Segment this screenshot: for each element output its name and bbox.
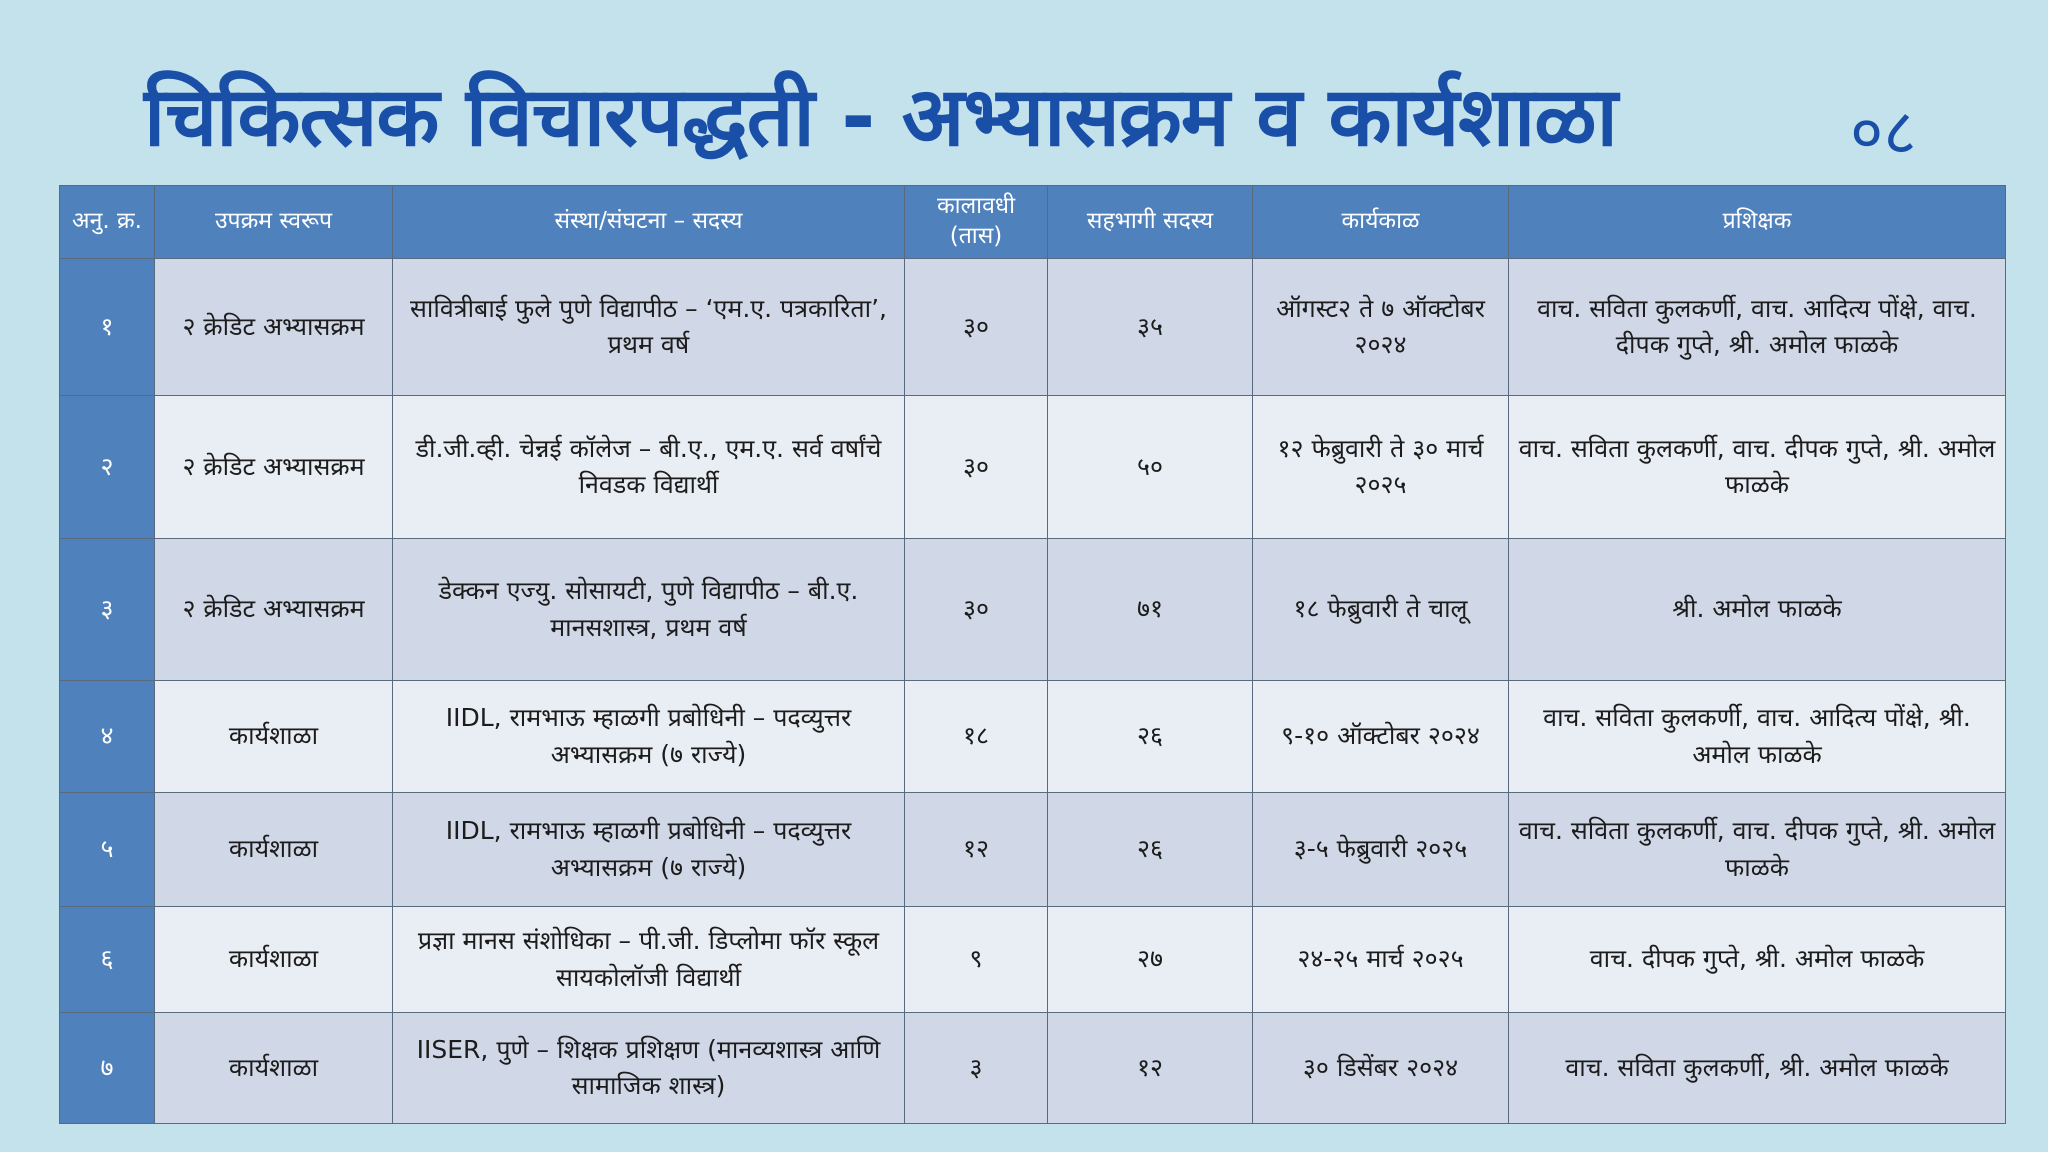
cell-activity-type: कार्यशाळा [154,792,393,907]
header-period: कार्यकाळ [1252,185,1509,259]
slide-title: चिकित्सक विचारपद्धती - अभ्यासक्रम व कार्… [144,70,1618,165]
cell-duration: १८ [904,680,1048,793]
page-number: ०८ [1850,96,1917,170]
cell-institution: प्रज्ञा मानस संशोधिका – पी.जी. डिप्लोमा … [392,906,905,1013]
cell-period: ऑगस्ट२ ते ७ ऑक्टोबर २०२४ [1252,258,1509,396]
cell-period: ३० डिसेंबर २०२४ [1252,1012,1509,1124]
header-participants: सहभागी सदस्य [1047,185,1253,259]
cell-serial: २ [59,395,155,539]
cell-duration: ३० [904,538,1048,681]
cell-trainers: वाच. सविता कुलकर्णी, वाच. आदित्य पोंक्षे… [1508,258,2006,396]
cell-trainers: वाच. सविता कुलकर्णी, वाच. दीपक गुप्ते, श… [1508,792,2006,907]
header-serial: अनु. क्र. [59,185,155,259]
cell-period: १८ फेब्रुवारी ते चालू [1252,538,1509,681]
cell-trainers: श्री. अमोल फाळके [1508,538,2006,681]
cell-duration: ३० [904,395,1048,539]
cell-period: ९-१० ऑक्टोबर २०२४ [1252,680,1509,793]
cell-serial: ३ [59,538,155,681]
cell-participants: २७ [1047,906,1253,1013]
cell-activity-type: कार्यशाळा [154,1012,393,1124]
cell-period: १२ फेब्रुवारी ते ३० मार्च २०२५ [1252,395,1509,539]
cell-serial: ४ [59,680,155,793]
cell-participants: ७१ [1047,538,1253,681]
cell-trainers: वाच. सविता कुलकर्णी, श्री. अमोल फाळके [1508,1012,2006,1124]
cell-participants: २६ [1047,792,1253,907]
programs-table: अनु. क्र. उपक्रम स्वरूप संस्था/संघटना – … [59,185,2006,1124]
cell-participants: ३५ [1047,258,1253,396]
cell-participants: ५० [1047,395,1253,539]
cell-period: ३-५ फेब्रुवारी २०२५ [1252,792,1509,907]
table-header-row: अनु. क्र. उपक्रम स्वरूप संस्था/संघटना – … [59,185,2006,259]
header-duration: कालावधी (तास) [904,185,1048,259]
cell-duration: ३ [904,1012,1048,1124]
cell-institution: डेक्कन एज्यु. सोसायटी, पुणे विद्यापीठ – … [392,538,905,681]
cell-activity-type: २ क्रेडिट अभ्यासक्रम [154,258,393,396]
table-row: ६ कार्यशाळा प्रज्ञा मानस संशोधिका – पी.जी.… [59,906,2006,1013]
table-row: ७ कार्यशाळा IISER, पुणे – शिक्षक प्रशिक्षण… [59,1012,2006,1124]
cell-serial: ५ [59,792,155,907]
cell-activity-type: २ क्रेडिट अभ्यासक्रम [154,395,393,539]
cell-trainers: वाच. दीपक गुप्ते, श्री. अमोल फाळके [1508,906,2006,1013]
header-activity-type: उपक्रम स्वरूप [154,185,393,259]
cell-participants: १२ [1047,1012,1253,1124]
cell-participants: २६ [1047,680,1253,793]
cell-serial: १ [59,258,155,396]
cell-activity-type: २ क्रेडिट अभ्यासक्रम [154,538,393,681]
cell-institution: सावित्रीबाई फुले पुणे विद्यापीठ – ‘एम.ए.… [392,258,905,396]
header-institution: संस्था/संघटना – सदस्य [392,185,905,259]
cell-serial: ७ [59,1012,155,1124]
cell-institution: IIDL, रामभाऊ म्हाळगी प्रबोधिनी – पदव्युत… [392,680,905,793]
cell-institution: IISER, पुणे – शिक्षक प्रशिक्षण (मानव्यशा… [392,1012,905,1124]
cell-trainers: वाच. सविता कुलकर्णी, वाच. दीपक गुप्ते, श… [1508,395,2006,539]
cell-duration: ३० [904,258,1048,396]
table-row: ५ कार्यशाळा IIDL, रामभाऊ म्हाळगी प्रबोधिनी… [59,792,2006,907]
header-trainers: प्रशिक्षक [1508,185,2006,259]
cell-period: २४-२५ मार्च २०२५ [1252,906,1509,1013]
cell-duration: ९ [904,906,1048,1013]
cell-institution: डी.जी.व्ही. चेन्नई कॉलेज – बी.ए., एम.ए. … [392,395,905,539]
cell-duration: १२ [904,792,1048,907]
cell-activity-type: कार्यशाळा [154,680,393,793]
table-row: ४ कार्यशाळा IIDL, रामभाऊ म्हाळगी प्रबोधिनी… [59,680,2006,793]
cell-serial: ६ [59,906,155,1013]
cell-institution: IIDL, रामभाऊ म्हाळगी प्रबोधिनी – पदव्युत… [392,792,905,907]
cell-trainers: वाच. सविता कुलकर्णी, वाच. आदित्य पोंक्षे… [1508,680,2006,793]
cell-activity-type: कार्यशाळा [154,906,393,1013]
